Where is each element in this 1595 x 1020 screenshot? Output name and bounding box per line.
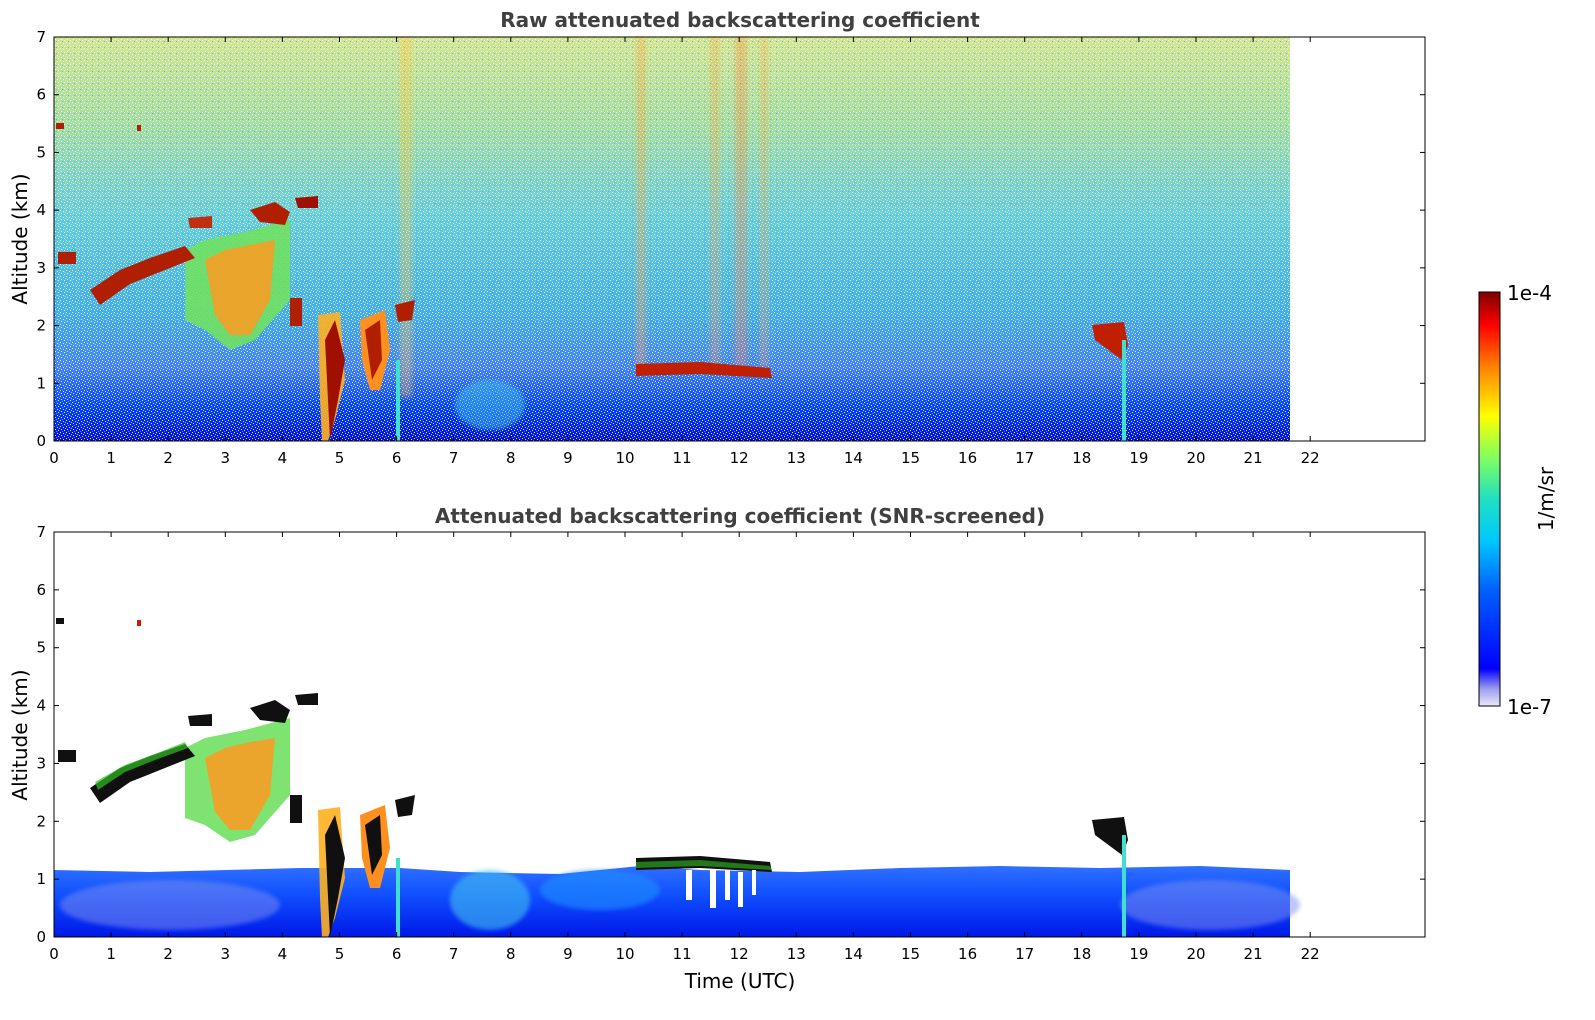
x-tick-label: 1 [106, 449, 116, 467]
y-tick-label: 2 [36, 812, 46, 830]
x-tick-label: 2 [163, 945, 173, 963]
chart-title: Attenuated backscattering coefficient (S… [435, 504, 1045, 528]
x-tick-label: 13 [787, 945, 806, 963]
heatmap-raw [54, 37, 1290, 441]
x-tick-label: 11 [673, 945, 692, 963]
y-axis-label: Altitude (km) [8, 669, 32, 800]
colorbar: 1e-4 1e-7 1/m/sr [1478, 281, 1558, 719]
x-tick-label: 1 [106, 945, 116, 963]
x-tick-label: 15 [901, 945, 920, 963]
x-tick-label: 4 [278, 449, 288, 467]
axis-ticks-raw: 0 1 2 3 4 5 6 7 8 9 10 11 12 13 14 15 16 17 18 19 20 21 220123… [36, 28, 1425, 467]
y-tick-label: 6 [36, 86, 46, 104]
screened-backscatter-panel: Attenuated backscattering coefficient (S… [8, 504, 1426, 993]
y-tick-label: 2 [36, 317, 46, 335]
x-tick-label: 7 [449, 945, 459, 963]
y-tick-label: 0 [36, 432, 46, 450]
y-tick-label: 5 [36, 639, 46, 657]
y-tick-label: 7 [36, 523, 46, 541]
y-tick-label: 1 [36, 374, 46, 392]
x-tick-label: 19 [1129, 945, 1148, 963]
x-tick-label: 14 [844, 945, 863, 963]
x-tick-label: 10 [615, 945, 634, 963]
x-tick-label: 20 [1186, 945, 1205, 963]
x-tick-label: 14 [844, 449, 863, 467]
y-tick-label: 4 [36, 201, 46, 219]
x-tick-label: 12 [730, 449, 749, 467]
colorbar-max-label: 1e-4 [1507, 281, 1552, 305]
x-axis-label: Time (UTC) [684, 969, 796, 993]
x-tick-label: 13 [787, 449, 806, 467]
colorbar-min-label: 1e-7 [1507, 695, 1552, 719]
x-tick-label: 17 [1015, 945, 1034, 963]
x-tick-label: 9 [563, 945, 573, 963]
x-tick-label: 5 [335, 945, 345, 963]
y-axis-label: Altitude (km) [8, 173, 32, 304]
heatmap-screened [54, 618, 1300, 937]
x-tick-label: 9 [563, 449, 573, 467]
y-tick-label: 0 [36, 928, 46, 946]
x-tick-label: 11 [673, 449, 692, 467]
x-tick-label: 21 [1244, 449, 1263, 467]
y-tick-label: 7 [36, 28, 46, 46]
x-tick-label: 8 [506, 449, 516, 467]
y-tick-label: 6 [36, 581, 46, 599]
x-tick-label: 2 [163, 449, 173, 467]
colorbar-unit-label: 1/m/sr [1534, 466, 1558, 531]
x-tick-label: 21 [1244, 945, 1263, 963]
x-tick-label: 19 [1129, 449, 1148, 467]
raw-backscatter-panel: Raw attenuated backscattering coefficien… [8, 8, 1426, 467]
x-tick-label: 6 [392, 945, 402, 963]
y-tick-label: 3 [36, 259, 46, 277]
x-tick-label: 18 [1072, 449, 1091, 467]
x-tick-label: 20 [1186, 449, 1205, 467]
y-tick-label: 3 [36, 754, 46, 772]
x-tick-label: 17 [1015, 449, 1034, 467]
chart-title: Raw attenuated backscattering coefficien… [500, 8, 980, 32]
x-tick-label: 4 [278, 945, 288, 963]
x-tick-label: 16 [958, 945, 977, 963]
axis-ticks-screened: 0 1 2 3 4 5 6 7 8 9 10 11 12 13 14 15 16 17 18 19 20 21 220123… [36, 523, 1425, 963]
y-tick-label: 1 [36, 870, 46, 888]
x-tick-label: 5 [335, 449, 345, 467]
y-tick-label: 4 [36, 697, 46, 715]
x-tick-label: 12 [730, 945, 749, 963]
cloud-features-screened [56, 618, 1128, 937]
x-tick-label: 10 [615, 449, 634, 467]
colorbar-gradient [1478, 291, 1501, 707]
x-tick-label: 6 [392, 449, 402, 467]
x-tick-label: 8 [506, 945, 516, 963]
y-tick-label: 5 [36, 143, 46, 161]
x-tick-label: 15 [901, 449, 920, 467]
x-tick-label: 7 [449, 449, 459, 467]
x-tick-label: 3 [221, 945, 231, 963]
x-tick-label: 22 [1301, 449, 1320, 467]
x-tick-label: 22 [1301, 945, 1320, 963]
cloud-features-raw [56, 123, 1128, 441]
x-tick-label: 0 [49, 945, 59, 963]
x-tick-label: 18 [1072, 945, 1091, 963]
x-tick-label: 16 [958, 449, 977, 467]
x-tick-label: 0 [49, 449, 59, 467]
x-tick-label: 3 [221, 449, 231, 467]
